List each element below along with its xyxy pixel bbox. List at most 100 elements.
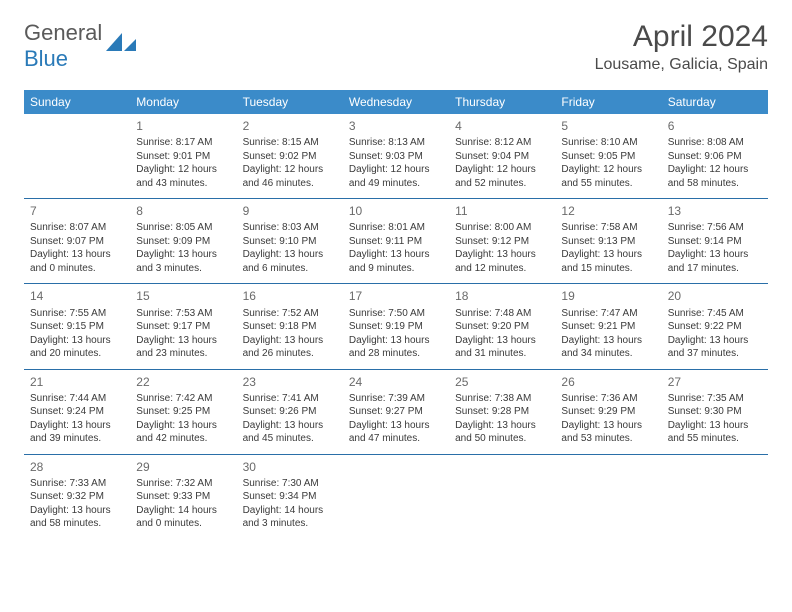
sunrise-line: Sunrise: 8:13 AM (349, 136, 443, 150)
sunrise-line: Sunrise: 8:05 AM (136, 221, 230, 235)
day-number: 20 (668, 288, 762, 304)
weekday-header: Wednesday (343, 90, 449, 114)
day-number: 17 (349, 288, 443, 304)
calendar-cell (24, 114, 130, 199)
sunset-line: Sunset: 9:15 PM (30, 320, 124, 334)
sunrise-line: Sunrise: 7:41 AM (243, 392, 337, 406)
calendar-row: 14Sunrise: 7:55 AMSunset: 9:15 PMDayligh… (24, 284, 768, 369)
weekday-header: Tuesday (237, 90, 343, 114)
day-number: 16 (243, 288, 337, 304)
calendar-cell: 12Sunrise: 7:58 AMSunset: 9:13 PMDayligh… (555, 199, 661, 284)
daylight-line: Daylight: 14 hours and 3 minutes. (243, 504, 337, 531)
calendar-row: 1Sunrise: 8:17 AMSunset: 9:01 PMDaylight… (24, 114, 768, 199)
sunset-line: Sunset: 9:18 PM (243, 320, 337, 334)
calendar-cell (343, 454, 449, 539)
daylight-line: Daylight: 13 hours and 15 minutes. (561, 248, 655, 275)
calendar-cell: 1Sunrise: 8:17 AMSunset: 9:01 PMDaylight… (130, 114, 236, 199)
day-number: 7 (30, 203, 124, 219)
sunrise-line: Sunrise: 7:53 AM (136, 307, 230, 321)
location: Lousame, Galicia, Spain (595, 56, 768, 74)
daylight-line: Daylight: 13 hours and 42 minutes. (136, 419, 230, 446)
day-number: 22 (136, 374, 230, 390)
daylight-line: Daylight: 13 hours and 3 minutes. (136, 248, 230, 275)
day-number: 15 (136, 288, 230, 304)
day-number: 6 (668, 118, 762, 134)
sunrise-line: Sunrise: 7:47 AM (561, 307, 655, 321)
day-number: 2 (243, 118, 337, 134)
sunset-line: Sunset: 9:29 PM (561, 405, 655, 419)
calendar-row: 21Sunrise: 7:44 AMSunset: 9:24 PMDayligh… (24, 369, 768, 454)
daylight-line: Daylight: 13 hours and 39 minutes. (30, 419, 124, 446)
calendar-cell (555, 454, 661, 539)
sunrise-line: Sunrise: 7:32 AM (136, 477, 230, 491)
sunrise-line: Sunrise: 8:12 AM (455, 136, 549, 150)
calendar-header-row: SundayMondayTuesdayWednesdayThursdayFrid… (24, 90, 768, 114)
calendar-cell: 6Sunrise: 8:08 AMSunset: 9:06 PMDaylight… (662, 114, 768, 199)
header: General Blue April 2024 Lousame, Galicia… (24, 20, 768, 74)
daylight-line: Daylight: 13 hours and 0 minutes. (30, 248, 124, 275)
calendar-cell: 22 Sunrise: 7:42 AMSunset: 9:25 PMDayligh… (130, 369, 236, 454)
day-number: 13 (668, 203, 762, 219)
sunset-line: Sunset: 9:20 PM (455, 320, 549, 334)
day-number: 25 (455, 374, 549, 390)
daylight-line: Daylight: 13 hours and 12 minutes. (455, 248, 549, 275)
day-number: 18 (455, 288, 549, 304)
sunrise-line: Sunrise: 8:08 AM (668, 136, 762, 150)
logo: General Blue (24, 20, 138, 72)
logo-part2: Blue (24, 46, 68, 71)
day-number: 21 (30, 374, 124, 390)
sunrise-line: Sunrise: 7:36 AM (561, 392, 655, 406)
sunrise-line: Sunrise: 7:38 AM (455, 392, 549, 406)
sunset-line: Sunset: 9:07 PM (30, 235, 124, 249)
daylight-line: Daylight: 13 hours and 17 minutes. (668, 248, 762, 275)
sunset-line: Sunset: 9:25 PM (136, 405, 230, 419)
calendar-cell: 3Sunrise: 8:13 AMSunset: 9:03 PMDaylight… (343, 114, 449, 199)
day-number: 23 (243, 374, 337, 390)
day-number: 5 (561, 118, 655, 134)
daylight-line: Daylight: 13 hours and 9 minutes. (349, 248, 443, 275)
calendar-cell: 17Sunrise: 7:50 AMSunset: 9:19 PMDayligh… (343, 284, 449, 369)
sunrise-line: Sunrise: 7:52 AM (243, 307, 337, 321)
daylight-line: Daylight: 14 hours and 0 minutes. (136, 504, 230, 531)
weekday-header: Monday (130, 90, 236, 114)
sunset-line: Sunset: 9:19 PM (349, 320, 443, 334)
calendar-cell: 4Sunrise: 8:12 AMSunset: 9:04 PMDaylight… (449, 114, 555, 199)
calendar-cell: 28Sunrise: 7:33 AMSunset: 9:32 PMDayligh… (24, 454, 130, 539)
day-number: 12 (561, 203, 655, 219)
daylight-line: Daylight: 12 hours and 46 minutes. (243, 163, 337, 190)
sunrise-line: Sunrise: 7:56 AM (668, 221, 762, 235)
calendar-cell: 14Sunrise: 7:55 AMSunset: 9:15 PMDayligh… (24, 284, 130, 369)
daylight-line: Daylight: 12 hours and 55 minutes. (561, 163, 655, 190)
calendar-cell: 18Sunrise: 7:48 AMSunset: 9:20 PMDayligh… (449, 284, 555, 369)
sunrise-line: Sunrise: 7:45 AM (668, 307, 762, 321)
sunrise-line: Sunrise: 7:50 AM (349, 307, 443, 321)
calendar-cell (662, 454, 768, 539)
calendar-cell: 9Sunrise: 8:03 AMSunset: 9:10 PMDaylight… (237, 199, 343, 284)
day-number: 14 (30, 288, 124, 304)
logo-text: General Blue (24, 20, 102, 72)
calendar-cell: 19Sunrise: 7:47 AMSunset: 9:21 PMDayligh… (555, 284, 661, 369)
calendar-cell: 25Sunrise: 7:38 AMSunset: 9:28 PMDayligh… (449, 369, 555, 454)
calendar-cell: 2Sunrise: 8:15 AMSunset: 9:02 PMDaylight… (237, 114, 343, 199)
logo-sail-icon (106, 31, 138, 58)
daylight-line: Daylight: 13 hours and 26 minutes. (243, 334, 337, 361)
daylight-line: Daylight: 13 hours and 6 minutes. (243, 248, 337, 275)
day-number: 28 (30, 459, 124, 475)
calendar-cell: 27Sunrise: 7:35 AMSunset: 9:30 PMDayligh… (662, 369, 768, 454)
sunrise-line: Sunrise: 7:42 AM (136, 392, 230, 406)
sunrise-line: Sunrise: 7:35 AM (668, 392, 762, 406)
sunrise-line: Sunrise: 8:07 AM (30, 221, 124, 235)
month-title: April 2024 (595, 20, 768, 54)
day-number: 29 (136, 459, 230, 475)
calendar-cell: 30Sunrise: 7:30 AMSunset: 9:34 PMDayligh… (237, 454, 343, 539)
sunset-line: Sunset: 9:33 PM (136, 490, 230, 504)
sunset-line: Sunset: 9:34 PM (243, 490, 337, 504)
day-number: 24 (349, 374, 443, 390)
weekday-header: Sunday (24, 90, 130, 114)
sunrise-line: Sunrise: 7:44 AM (30, 392, 124, 406)
day-number: 4 (455, 118, 549, 134)
sunset-line: Sunset: 9:04 PM (455, 150, 549, 164)
sunset-line: Sunset: 9:22 PM (668, 320, 762, 334)
daylight-line: Daylight: 13 hours and 45 minutes. (243, 419, 337, 446)
daylight-line: Daylight: 13 hours and 37 minutes. (668, 334, 762, 361)
